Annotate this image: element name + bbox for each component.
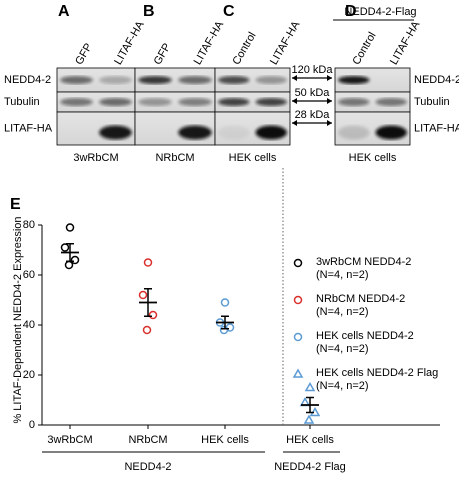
lane-label: LITAF-HA: [192, 19, 227, 67]
y-tick-label: 40: [23, 319, 35, 331]
row-label: Tubulin: [4, 96, 40, 108]
row-label: LITAF-HA: [4, 122, 53, 134]
blot-band: [99, 125, 132, 140]
group-label: NRbCM: [155, 152, 194, 164]
legend-note: (N=4, n=2): [316, 343, 369, 355]
error-bar: [221, 315, 229, 330]
legend-label: HEK cells NEDD4-2 Flag: [316, 367, 438, 379]
data-point: [64, 260, 74, 270]
group-label: NEDD4-2: [124, 461, 171, 473]
blot-band: [255, 76, 287, 84]
error-bar: [306, 396, 314, 414]
legend-note: (N=4, n=2): [316, 380, 369, 392]
data-point: [138, 290, 148, 300]
blot-band: [375, 98, 407, 106]
y-tick-label: 60: [23, 269, 35, 281]
y-tick-label: 0: [29, 419, 35, 431]
error-bar: [144, 288, 152, 317]
data-point: [303, 414, 315, 424]
blot-band: [99, 76, 132, 84]
blot-band: [138, 76, 172, 84]
blot-band: [178, 76, 212, 84]
lane-label: LITAF-HA: [388, 19, 423, 67]
group-label: HEK cells: [349, 152, 397, 164]
blot-band: [60, 76, 93, 84]
kda-label: 28 kDa: [295, 109, 331, 121]
panel-letter: C: [223, 3, 235, 20]
lane-label: LITAF-HA: [268, 19, 303, 67]
error-bar: [66, 243, 74, 262]
data-point: [65, 223, 75, 232]
row-label: Tubulin: [414, 96, 450, 108]
panel-letter: E: [10, 196, 21, 213]
panel-letter: B: [143, 3, 155, 20]
blot-band: [218, 98, 250, 106]
legend-note: (N=4, n=2): [316, 269, 369, 281]
blot-band: [178, 125, 212, 140]
data-point: [60, 243, 70, 252]
data-point: [220, 298, 230, 307]
data-point: [143, 258, 153, 267]
data-point: [219, 325, 229, 335]
y-tick-label: 80: [23, 219, 35, 231]
data-point: [148, 310, 158, 320]
blot-band: [255, 125, 287, 140]
x-tick-label: HEK cells: [286, 434, 334, 446]
lane-label: Control: [350, 30, 378, 67]
legend-marker: [292, 368, 304, 378]
panel-header: NEDD4-2-Flag: [344, 6, 416, 18]
blot-band: [255, 98, 287, 106]
x-tick-label: 3wRbCM: [47, 434, 92, 446]
blot-band: [138, 98, 172, 106]
blot-band: [338, 76, 370, 84]
blot-band: [375, 125, 407, 140]
y-axis-label: % LITAF-Dependent NEDD4-2 Expression: [12, 216, 24, 423]
lane-label: GFP: [73, 41, 95, 67]
lane-label: LITAF-HA: [112, 19, 147, 67]
lane-label: GFP: [152, 41, 174, 67]
legend-note: (N=4, n=2): [316, 306, 369, 318]
legend-label: HEK cells NEDD4-2: [316, 330, 414, 342]
legend-marker: [293, 295, 303, 305]
data-point: [304, 381, 316, 392]
blot-band: [338, 98, 370, 106]
kda-label: 50 kDa: [295, 87, 331, 99]
blot-band: [99, 98, 132, 106]
blot-strip: [334, 67, 411, 93]
legend-label: NRbCM NEDD4-2: [316, 293, 405, 305]
blot-band: [218, 125, 250, 140]
blot-band: [218, 76, 250, 84]
legend-label: 3wRbCM NEDD4-2: [316, 256, 411, 268]
group-label: 3wRbCM: [73, 152, 118, 164]
row-label: NEDD4-2: [4, 74, 51, 86]
row-label: NEDD4-2: [414, 74, 459, 86]
y-tick-label: 20: [23, 369, 35, 381]
x-tick-label: HEK cells: [201, 434, 249, 446]
group-label: NEDD4-2 Flag: [274, 461, 346, 473]
blot-band: [60, 98, 93, 106]
data-point: [142, 325, 152, 335]
legend-marker: [293, 258, 303, 268]
panel-letter: A: [58, 3, 70, 20]
group-label: HEK cells: [229, 152, 277, 164]
row-label: LITAF-HA: [414, 122, 459, 134]
blot-band: [338, 125, 370, 140]
legend-marker: [293, 332, 303, 342]
x-tick-label: NRbCM: [128, 434, 167, 446]
data-point: [70, 255, 80, 265]
panel-letter: D: [345, 3, 357, 20]
kda-label: 120 kDa: [292, 64, 334, 76]
blot-band: [178, 98, 212, 106]
lane-label: Control: [230, 30, 258, 67]
